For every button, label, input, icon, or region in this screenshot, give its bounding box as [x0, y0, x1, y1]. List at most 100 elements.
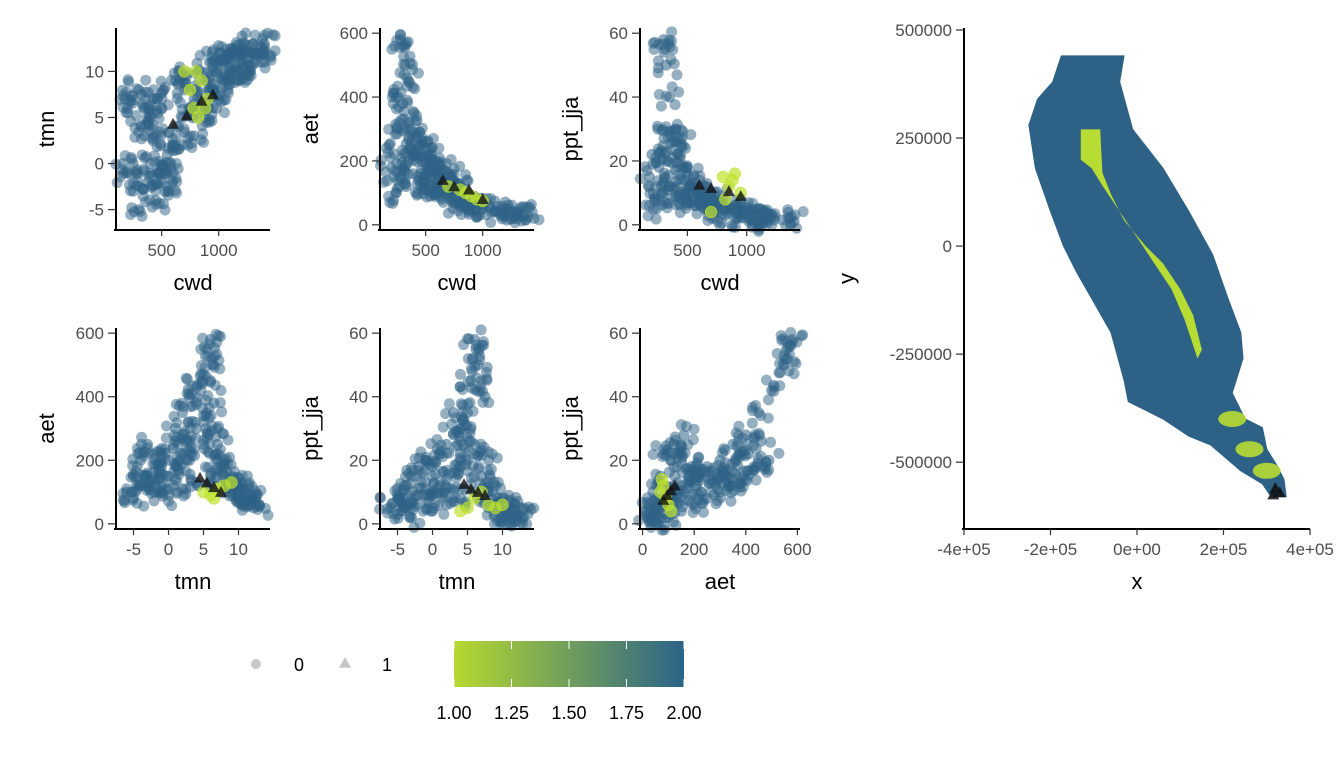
data-point	[777, 358, 789, 370]
colorbar-tick-label: 2.00	[666, 703, 701, 723]
data-point	[788, 368, 800, 380]
y-tick-label: 0	[359, 515, 368, 534]
data-point	[657, 140, 669, 152]
data-point	[408, 521, 420, 533]
data-point	[742, 465, 754, 477]
x-tick-label: 5	[463, 540, 472, 559]
y-tick-label: 200	[76, 451, 104, 470]
data-point	[136, 431, 148, 443]
data-point	[484, 202, 496, 214]
data-point	[719, 444, 731, 456]
y-tick-label: 60	[609, 324, 628, 343]
data-point	[525, 199, 537, 210]
data-point	[111, 177, 123, 189]
panel-p6: 0 200 400 600 0 20 40 60 aet ppt_jja	[558, 324, 812, 594]
data-point	[202, 446, 214, 457]
y-tick-label: 0	[95, 155, 104, 174]
x-axis-label: cwd	[700, 270, 739, 295]
data-point	[665, 54, 677, 66]
data-point	[773, 447, 785, 459]
data-point	[669, 135, 680, 147]
point-cloud	[117, 328, 274, 521]
data-point	[667, 516, 679, 528]
x-tick-label: 4e+05	[1286, 540, 1334, 559]
data-point	[176, 397, 188, 409]
y-tick-label: 60	[349, 324, 368, 343]
data-point	[423, 181, 435, 193]
data-point	[650, 440, 662, 452]
y-tick-label: 200	[340, 152, 368, 171]
data-point	[791, 222, 803, 234]
y-tick-label: 0	[619, 216, 628, 235]
data-point	[471, 372, 483, 384]
x-tick-label: -5	[126, 540, 141, 559]
data-point	[236, 49, 248, 61]
data-point	[401, 94, 413, 106]
data-point	[465, 421, 477, 433]
data-point	[475, 324, 487, 336]
data-point	[195, 360, 207, 372]
triangle-marker	[462, 183, 475, 195]
data-point	[421, 503, 433, 515]
data-point	[182, 383, 194, 395]
data-point	[667, 447, 679, 459]
data-point	[457, 399, 469, 411]
x-tick-label: 400	[732, 540, 760, 559]
data-point	[737, 212, 749, 224]
triangle-marker	[208, 481, 220, 493]
data-point	[765, 436, 777, 448]
data-point	[774, 367, 786, 379]
data-point	[691, 457, 703, 469]
data-point	[398, 69, 410, 80]
data-point	[380, 166, 392, 178]
data-point	[753, 427, 765, 439]
data-point	[678, 429, 690, 441]
y-axis-label: aet	[34, 413, 59, 444]
y-tick-label: 5	[95, 108, 104, 127]
data-point	[157, 123, 169, 135]
y-axis-label: ppt_jja	[298, 395, 323, 461]
data-point	[186, 449, 198, 461]
data-point	[402, 36, 414, 48]
map-valley-patch	[1218, 411, 1247, 427]
y-axis-label: ppt_jja	[558, 96, 583, 162]
data-point	[440, 408, 452, 420]
data-point	[402, 488, 414, 500]
data-point	[406, 64, 418, 76]
triangle-marker	[734, 190, 747, 201]
data-point	[669, 99, 681, 111]
triangle-marker	[458, 478, 470, 489]
data-point	[797, 329, 809, 341]
data-point	[393, 101, 405, 113]
data-point	[138, 469, 150, 481]
data-point	[443, 207, 454, 219]
legend-label-0: 0	[294, 655, 304, 675]
data-point	[646, 478, 657, 490]
data-point	[384, 197, 396, 208]
data-point	[407, 504, 419, 516]
triangle-marker	[167, 117, 180, 129]
data-point	[511, 213, 523, 225]
data-point	[469, 384, 481, 395]
data-point	[138, 500, 150, 512]
data-point	[170, 144, 182, 156]
data-point	[156, 93, 168, 105]
data-point	[215, 459, 227, 471]
data-point	[216, 406, 228, 418]
data-point	[163, 483, 175, 495]
data-point	[668, 461, 680, 473]
y-axis-label: aet	[298, 114, 323, 145]
data-point	[642, 210, 654, 222]
panel-map: -4e+05 -2e+05 0e+00 2e+05 4e+05 -500000 -25000…	[834, 21, 1334, 594]
data-point	[474, 447, 486, 458]
data-point	[209, 379, 221, 391]
data-point	[211, 337, 223, 348]
data-point	[197, 332, 209, 344]
triangle-marker	[722, 185, 735, 197]
y-tick-label: -500000	[890, 453, 952, 472]
point-cloud	[634, 26, 809, 237]
data-point	[420, 476, 432, 488]
x-axis-label: tmn	[439, 569, 476, 594]
data-point	[498, 202, 509, 214]
data-point	[728, 202, 740, 214]
